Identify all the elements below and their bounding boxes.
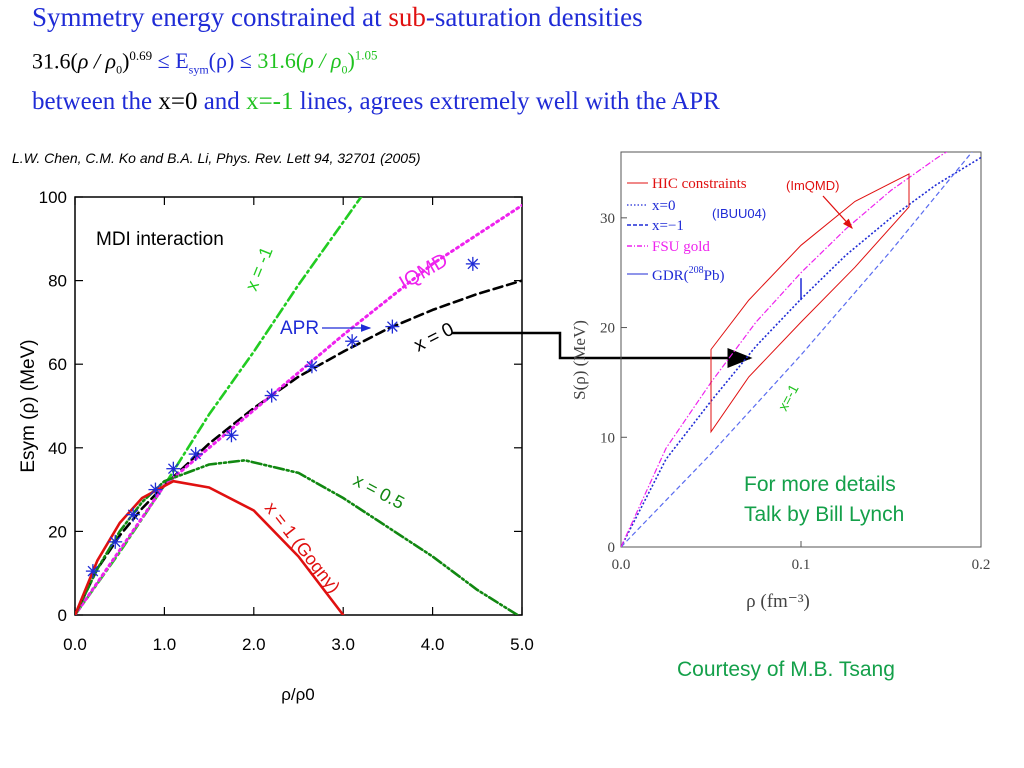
left-ytick-label: 100 bbox=[39, 188, 67, 207]
apr-point bbox=[224, 428, 239, 443]
legend-gdr: GDR(208Pb) bbox=[652, 265, 725, 284]
title-part-1: Symmetry energy constrained at bbox=[32, 2, 389, 32]
legend-gdr-b: 208 bbox=[689, 265, 704, 276]
right-legend: HIC constraints x=0 x=−1 FSU gold GDR(20… bbox=[627, 176, 747, 284]
label-iqmd: IQMD bbox=[396, 249, 452, 294]
left-plot-frame bbox=[74, 196, 523, 616]
left-xtick-label: 5.0 bbox=[510, 635, 534, 654]
apr-point bbox=[264, 388, 279, 403]
imqmd-arrow bbox=[822, 195, 853, 229]
right-chart: 0.0 0.1 0.2 0 10 20 30 HIC constraints x=0 x=−… bbox=[570, 151, 990, 612]
formula-rhs-rho: ρ / ρ bbox=[303, 48, 342, 74]
left-ytick-label: 60 bbox=[48, 355, 67, 374]
legend-fsu: FSU gold bbox=[652, 239, 710, 255]
left-ytick-label: 0 bbox=[58, 606, 67, 625]
formula-lhs-exp: 0.69 bbox=[129, 48, 153, 63]
more-details-line-2: Talk by Bill Lynch bbox=[744, 503, 905, 526]
right-ylabel: S(ρ) (MeV) bbox=[570, 320, 589, 400]
annot-imqmd: (ImQMD) bbox=[786, 178, 839, 193]
left-ylabel: Esym (ρ) (MeV) bbox=[18, 339, 39, 472]
annot-ibuu: (IBUU04) bbox=[712, 206, 766, 221]
title-part-sub: sub bbox=[388, 2, 426, 32]
right-ytick-label: 0 bbox=[608, 540, 616, 556]
more-details-line-1: For more details bbox=[744, 473, 896, 496]
left-ytick-label: 40 bbox=[48, 439, 67, 458]
apr-point bbox=[188, 447, 203, 462]
series-x-0-5 bbox=[75, 458, 519, 615]
left-xtick-label: 2.0 bbox=[242, 635, 266, 654]
courtesy-note: Courtesy of M.B. Tsang bbox=[677, 658, 895, 681]
legend-gdr-c: Pb) bbox=[704, 268, 725, 284]
apr-point bbox=[385, 319, 400, 334]
more-details-note: For more details Talk by Bill Lynch bbox=[744, 470, 904, 530]
line3-d: x=-1 bbox=[246, 88, 294, 115]
formula-lhs-sub: 0 bbox=[116, 62, 123, 77]
formula-line: 31.6(ρ / ρ0)0.69 ≤ Esym(ρ) ≤ 31.6(ρ / ρ0… bbox=[32, 48, 378, 77]
left-xtick-label: 4.0 bbox=[421, 635, 445, 654]
legend-x0: x=0 bbox=[652, 198, 675, 214]
formula-mid-arg: (ρ) ≤ bbox=[208, 48, 258, 74]
label-apr: APR bbox=[280, 318, 319, 339]
line3-e: lines, agrees extremely well with the AP… bbox=[293, 88, 720, 115]
right-xtick-label: 0.1 bbox=[792, 557, 811, 573]
left-xtick-label: 1.0 bbox=[153, 635, 177, 654]
right-xtick-label: 0.0 bbox=[612, 557, 631, 573]
series-x-1-gogny bbox=[75, 479, 345, 615]
right-ytick-label: 20 bbox=[600, 321, 615, 337]
left-xtick-label: 0.0 bbox=[63, 635, 87, 654]
apr-point bbox=[166, 461, 181, 476]
right-series-fsu-gold bbox=[621, 152, 948, 547]
formula-rhs-coef: 31.6( bbox=[257, 48, 304, 74]
formula-lhs-coef: 31.6( bbox=[32, 48, 78, 74]
legend-xm1: x=−1 bbox=[652, 218, 684, 234]
line3-b: x=0 bbox=[158, 88, 198, 115]
formula-mid: ≤ E bbox=[152, 48, 189, 74]
left-chart: 0.0 1.0 2.0 3.0 4.0 5.0 0 20 40 60 80 100 MDI inter… bbox=[18, 188, 534, 704]
line3-c: and bbox=[197, 88, 247, 115]
line3-a: between the bbox=[32, 88, 159, 115]
citation: L.W. Chen, C.M. Ko and B.A. Li, Phys. Re… bbox=[12, 150, 421, 166]
label-x-minus-1: x = -1 bbox=[241, 244, 277, 294]
series-iqmd bbox=[75, 203, 522, 615]
apr-point bbox=[85, 564, 100, 579]
apr-point bbox=[345, 334, 360, 349]
formula-rhs-sub: 0 bbox=[341, 62, 348, 77]
apr-point bbox=[304, 359, 319, 374]
formula-mid-sub: sym bbox=[188, 62, 209, 77]
left-apr-points bbox=[85, 256, 480, 579]
left-xtick-label: 3.0 bbox=[331, 635, 355, 654]
right-series-group bbox=[621, 152, 981, 547]
apr-point bbox=[148, 482, 163, 497]
legend-gdr-a: GDR( bbox=[652, 268, 689, 284]
left-chart-title: MDI interaction bbox=[96, 229, 224, 250]
formula-rhs-exp: 1.05 bbox=[354, 48, 378, 63]
left-ticks: 0.0 1.0 2.0 3.0 4.0 5.0 0 20 40 60 80 100 bbox=[39, 188, 534, 654]
apr-point bbox=[108, 534, 123, 549]
title-part-3: -saturation densities bbox=[425, 2, 643, 32]
summary-line: between the x=0 and x=-1 lines, agrees e… bbox=[32, 88, 720, 116]
formula-lhs-rho: ρ / ρ bbox=[77, 48, 117, 74]
label-x-1-gogny: x = 1 (Gogny) bbox=[261, 498, 344, 597]
label-x-0: x = 0 bbox=[411, 319, 458, 357]
apr-point bbox=[465, 256, 480, 271]
right-ticks: 0.0 0.1 0.2 0 10 20 30 bbox=[600, 211, 990, 573]
connector-arrow bbox=[452, 331, 753, 368]
left-series-group bbox=[75, 197, 522, 615]
left-xlabel: ρ/ρ0 bbox=[281, 685, 315, 704]
slide-title: Symmetry energy constrained at sub-satur… bbox=[32, 2, 643, 33]
hic-constraints-region bbox=[710, 173, 910, 434]
left-ytick-label: 20 bbox=[48, 522, 67, 541]
right-xlabel: ρ (fm⁻³) bbox=[746, 591, 810, 612]
left-ytick-label: 80 bbox=[48, 272, 67, 291]
right-ytick-label: 30 bbox=[600, 211, 615, 227]
legend-hic: HIC constraints bbox=[652, 176, 747, 192]
right-xtick-label: 0.2 bbox=[972, 557, 991, 573]
right-ytick-label: 10 bbox=[600, 430, 615, 446]
right-series-x-1 bbox=[621, 152, 973, 547]
series-x-0 bbox=[75, 279, 522, 615]
annot-xm1: x=-1 bbox=[775, 381, 802, 413]
apr-point bbox=[126, 507, 141, 522]
